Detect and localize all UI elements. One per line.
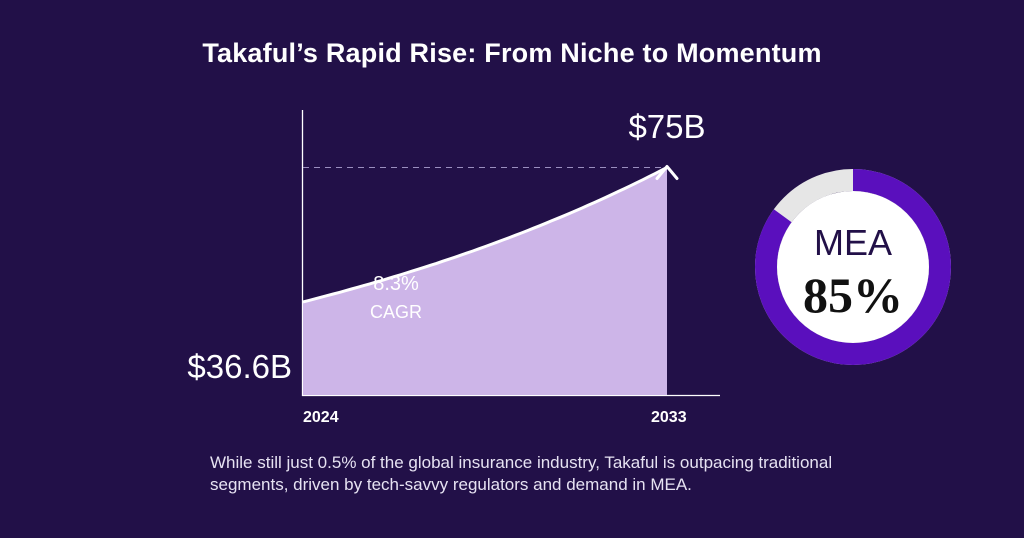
mea-share-donut: MEA 85% bbox=[755, 169, 951, 365]
cagr-label: CAGR bbox=[370, 302, 422, 322]
start-value-label: $36.6B bbox=[187, 348, 292, 385]
chart-title: Takaful’s Rapid Rise: From Niche to Mome… bbox=[202, 38, 822, 68]
growth-arrow-head bbox=[655, 165, 679, 180]
growth-area bbox=[303, 167, 667, 395]
caption-text: While still just 0.5% of the global insu… bbox=[210, 453, 833, 494]
donut-label: MEA bbox=[814, 222, 892, 263]
growth-curve bbox=[302, 166, 668, 304]
donut-value: 85% bbox=[803, 267, 903, 323]
donut-share-arc bbox=[755, 169, 951, 365]
cagr-value: 8.3% bbox=[373, 273, 419, 295]
x-tick-label-start: 2024 bbox=[303, 409, 339, 426]
end-value-label: $75B bbox=[628, 108, 705, 145]
x-tick-label-end: 2033 bbox=[651, 409, 687, 426]
donut-center bbox=[777, 191, 929, 343]
